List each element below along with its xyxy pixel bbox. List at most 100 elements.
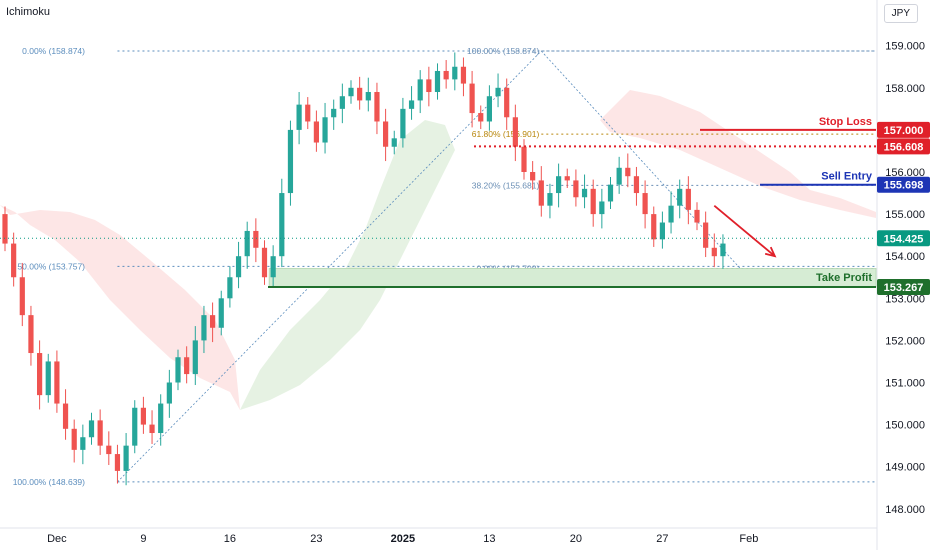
candle[interactable]: [253, 218, 259, 263]
candle[interactable]: [434, 63, 441, 100]
stop-loss-price-tag[interactable]: 157.000: [877, 121, 930, 138]
candle[interactable]: [132, 400, 138, 454]
candle[interactable]: [88, 412, 95, 445]
candle[interactable]: [270, 245, 276, 287]
candle[interactable]: [556, 163, 562, 208]
candle[interactable]: [668, 191, 674, 234]
candle[interactable]: [616, 156, 622, 194]
candle[interactable]: [184, 346, 190, 384]
candle[interactable]: [469, 70, 475, 128]
candle[interactable]: [711, 233, 717, 268]
candle[interactable]: [114, 444, 121, 484]
candle[interactable]: [348, 80, 354, 104]
candle[interactable]: [357, 76, 363, 110]
candle[interactable]: [408, 86, 415, 120]
candle[interactable]: [37, 340, 43, 410]
candle[interactable]: [573, 169, 579, 207]
currency-selector[interactable]: JPY: [883, 4, 918, 23]
candle[interactable]: [322, 102, 328, 154]
candle[interactable]: [45, 353, 51, 403]
candle-body: [677, 188, 683, 206]
candle[interactable]: [97, 409, 103, 455]
candle[interactable]: [530, 161, 536, 190]
candle[interactable]: [192, 326, 198, 386]
sell-entry-price-tag[interactable]: 155.698: [877, 176, 930, 193]
candle[interactable]: [512, 104, 518, 162]
candle[interactable]: [590, 179, 596, 227]
candle[interactable]: [339, 83, 345, 124]
candle[interactable]: [633, 166, 640, 206]
candle[interactable]: [218, 290, 224, 336]
candle[interactable]: [19, 262, 25, 327]
candle[interactable]: [201, 305, 207, 354]
candle[interactable]: [28, 305, 34, 366]
candle[interactable]: [106, 431, 112, 466]
candle[interactable]: [607, 177, 614, 210]
candle[interactable]: [140, 396, 146, 434]
candle-body: [581, 188, 588, 198]
candle[interactable]: [175, 349, 181, 391]
candle[interactable]: [694, 202, 700, 231]
candle[interactable]: [659, 211, 665, 249]
candle[interactable]: [158, 394, 164, 446]
candle[interactable]: [383, 108, 389, 162]
candle[interactable]: [642, 180, 648, 229]
candle[interactable]: [123, 433, 129, 486]
candle[interactable]: [426, 66, 432, 107]
candle[interactable]: [331, 99, 337, 130]
candle[interactable]: [210, 302, 216, 343]
candle[interactable]: [720, 234, 726, 269]
candle[interactable]: [486, 85, 492, 131]
candle[interactable]: [305, 97, 311, 130]
current-price-tag[interactable]: 154.425: [877, 230, 930, 247]
candle[interactable]: [365, 77, 371, 112]
candle[interactable]: [443, 60, 449, 89]
take-profit-price-tag-text: 153.267: [884, 282, 924, 294]
candle[interactable]: [80, 424, 86, 465]
candle[interactable]: [400, 97, 406, 148]
candle[interactable]: [149, 410, 155, 444]
candle-layer[interactable]: [2, 52, 726, 486]
candle[interactable]: [235, 241, 242, 289]
indicator-label[interactable]: Ichimoku: [6, 6, 51, 18]
candle[interactable]: [599, 188, 605, 229]
candle[interactable]: [54, 350, 60, 413]
candle[interactable]: [478, 105, 484, 130]
candle[interactable]: [244, 221, 250, 269]
candle[interactable]: [166, 369, 172, 418]
candle[interactable]: [11, 232, 17, 287]
candle[interactable]: [581, 174, 588, 209]
candle[interactable]: [504, 78, 510, 130]
candle[interactable]: [547, 183, 553, 219]
time-axis[interactable]: Dec 9 16 23 2025 13 20 27 Feb: [0, 527, 877, 545]
candle[interactable]: [625, 153, 631, 188]
candle[interactable]: [296, 92, 302, 145]
candle[interactable]: [287, 120, 294, 206]
candle[interactable]: [495, 73, 501, 108]
candle[interactable]: [417, 70, 423, 114]
candle[interactable]: [521, 139, 527, 180]
resistance-price-tag[interactable]: 156.608: [877, 138, 930, 155]
take-profit-price-tag[interactable]: 153.267: [877, 279, 930, 296]
price-tick-label: 149.000: [885, 462, 925, 474]
candle[interactable]: [374, 82, 380, 135]
candle[interactable]: [677, 179, 683, 219]
candle[interactable]: [71, 419, 77, 463]
candle[interactable]: [261, 240, 268, 285]
candle[interactable]: [279, 178, 285, 268]
price-axis[interactable]: 159.000 158.000 157.000 156.000 155.000 154.0…: [876, 0, 930, 550]
candle[interactable]: [313, 110, 319, 152]
candle[interactable]: [391, 130, 397, 155]
candle[interactable]: [452, 52, 458, 91]
candle[interactable]: [460, 57, 467, 97]
candle[interactable]: [564, 168, 570, 188]
candle[interactable]: [2, 206, 8, 252]
candle[interactable]: [685, 176, 691, 225]
candle[interactable]: [538, 166, 544, 217]
candle[interactable]: [703, 211, 709, 258]
candle[interactable]: [62, 389, 69, 440]
candle[interactable]: [651, 206, 657, 247]
candle[interactable]: [227, 266, 233, 308]
